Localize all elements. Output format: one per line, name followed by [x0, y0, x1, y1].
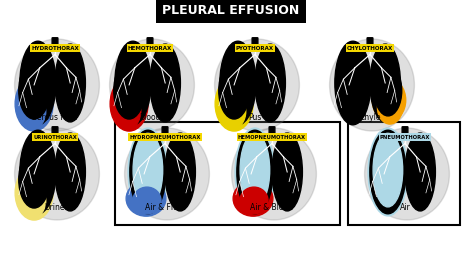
Ellipse shape	[330, 39, 414, 131]
Ellipse shape	[15, 166, 53, 220]
Ellipse shape	[55, 133, 85, 211]
Ellipse shape	[115, 41, 151, 125]
Ellipse shape	[372, 79, 406, 122]
Text: PNEUMOTHORAX: PNEUMOTHORAX	[380, 134, 430, 139]
Ellipse shape	[219, 62, 250, 119]
FancyBboxPatch shape	[162, 127, 168, 139]
Ellipse shape	[20, 130, 56, 214]
Text: Air: Air	[400, 204, 410, 213]
Ellipse shape	[114, 62, 144, 119]
Text: HYDROTHORAX: HYDROTHORAX	[31, 46, 79, 50]
Ellipse shape	[150, 44, 181, 122]
Ellipse shape	[19, 94, 46, 129]
Ellipse shape	[110, 77, 148, 131]
Ellipse shape	[375, 65, 402, 116]
Text: Urine: Urine	[45, 204, 65, 213]
Ellipse shape	[370, 44, 400, 122]
Ellipse shape	[377, 91, 402, 124]
FancyBboxPatch shape	[52, 127, 58, 139]
Ellipse shape	[14, 39, 100, 131]
Ellipse shape	[219, 94, 246, 129]
Text: Air & Fluid: Air & Fluid	[145, 204, 185, 213]
Ellipse shape	[55, 44, 85, 122]
Ellipse shape	[14, 128, 100, 220]
Ellipse shape	[19, 183, 46, 218]
Ellipse shape	[133, 187, 161, 214]
Text: HYDROPNEUMOTHORAX: HYDROPNEUMOTHORAX	[129, 134, 200, 139]
Ellipse shape	[405, 133, 435, 211]
FancyBboxPatch shape	[147, 38, 153, 50]
Ellipse shape	[240, 187, 268, 214]
Text: HEMOTHORAX: HEMOTHORAX	[128, 46, 172, 50]
Ellipse shape	[335, 41, 371, 125]
Text: PLEURAL EFFUSION: PLEURAL EFFUSION	[163, 4, 300, 17]
Ellipse shape	[125, 128, 209, 220]
Ellipse shape	[235, 128, 275, 216]
Ellipse shape	[370, 130, 406, 214]
Text: Chyle: Chyle	[359, 113, 381, 122]
Ellipse shape	[19, 151, 50, 208]
Ellipse shape	[214, 39, 300, 131]
Ellipse shape	[232, 128, 316, 220]
Ellipse shape	[110, 39, 194, 131]
Text: CHYLOTHORAX: CHYLOTHORAX	[347, 46, 393, 50]
Ellipse shape	[237, 130, 273, 214]
Text: Air & Blood: Air & Blood	[250, 204, 294, 213]
Ellipse shape	[368, 128, 408, 216]
Ellipse shape	[233, 181, 273, 216]
Ellipse shape	[373, 133, 403, 207]
Text: Blood: Blood	[139, 113, 161, 122]
Ellipse shape	[364, 128, 450, 220]
Ellipse shape	[133, 133, 163, 207]
Ellipse shape	[15, 77, 53, 131]
FancyBboxPatch shape	[402, 127, 408, 139]
Ellipse shape	[255, 44, 285, 122]
Text: URINOTHORAX: URINOTHORAX	[33, 134, 77, 139]
Ellipse shape	[128, 128, 168, 216]
Text: PYOTHORAX: PYOTHORAX	[236, 46, 274, 50]
Ellipse shape	[165, 133, 195, 211]
Ellipse shape	[240, 133, 270, 207]
Text: Serous fluid: Serous fluid	[32, 113, 78, 122]
Ellipse shape	[130, 130, 166, 214]
Ellipse shape	[272, 133, 302, 211]
FancyBboxPatch shape	[252, 38, 258, 50]
Ellipse shape	[19, 62, 50, 119]
Ellipse shape	[20, 41, 56, 125]
Ellipse shape	[220, 41, 256, 125]
Bar	[348, 122, 460, 225]
Ellipse shape	[215, 77, 253, 131]
Text: HEMOPNEUMOTHORAX: HEMOPNEUMOTHORAX	[238, 134, 306, 139]
Ellipse shape	[126, 181, 166, 216]
FancyBboxPatch shape	[367, 38, 373, 50]
Ellipse shape	[113, 94, 141, 129]
FancyBboxPatch shape	[269, 127, 275, 139]
Text: Pus: Pus	[248, 113, 262, 122]
FancyBboxPatch shape	[52, 38, 58, 50]
Bar	[115, 122, 340, 225]
